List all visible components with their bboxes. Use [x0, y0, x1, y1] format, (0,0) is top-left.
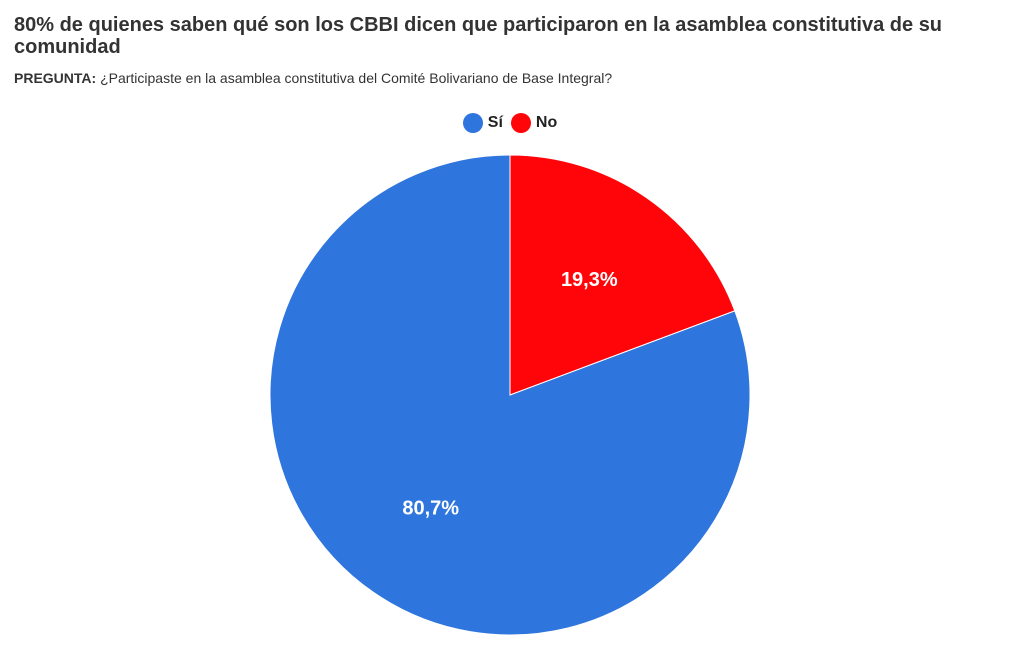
- pie-slice-si[interactable]: [269, 154, 751, 636]
- chart-subtitle: PREGUNTA: ¿Participaste en la asamblea c…: [14, 69, 1004, 87]
- chart-legend: Sí No: [0, 113, 1020, 133]
- pie-slices: [269, 154, 751, 636]
- legend-swatch-no: [510, 113, 531, 133]
- question-text: ¿Participaste en la asamblea constitutiv…: [96, 70, 613, 86]
- question-label: PREGUNTA:: [14, 70, 97, 86]
- legend-label-si: Sí: [487, 114, 503, 131]
- pie-labels: 19,3% 80,7%: [402, 269, 618, 520]
- slice-label-si: 80,7%: [402, 498, 459, 520]
- legend-item-si[interactable]: Sí: [462, 113, 503, 133]
- slice-label-no: 19,3%: [561, 269, 618, 291]
- legend-swatch-si: [462, 113, 483, 133]
- legend-item-no[interactable]: No: [510, 113, 558, 133]
- legend-label-no: No: [535, 114, 558, 131]
- pie-slice-no[interactable]: [509, 154, 736, 396]
- chart-title: 80% de quienes saben qué son los CBBI di…: [14, 14, 943, 58]
